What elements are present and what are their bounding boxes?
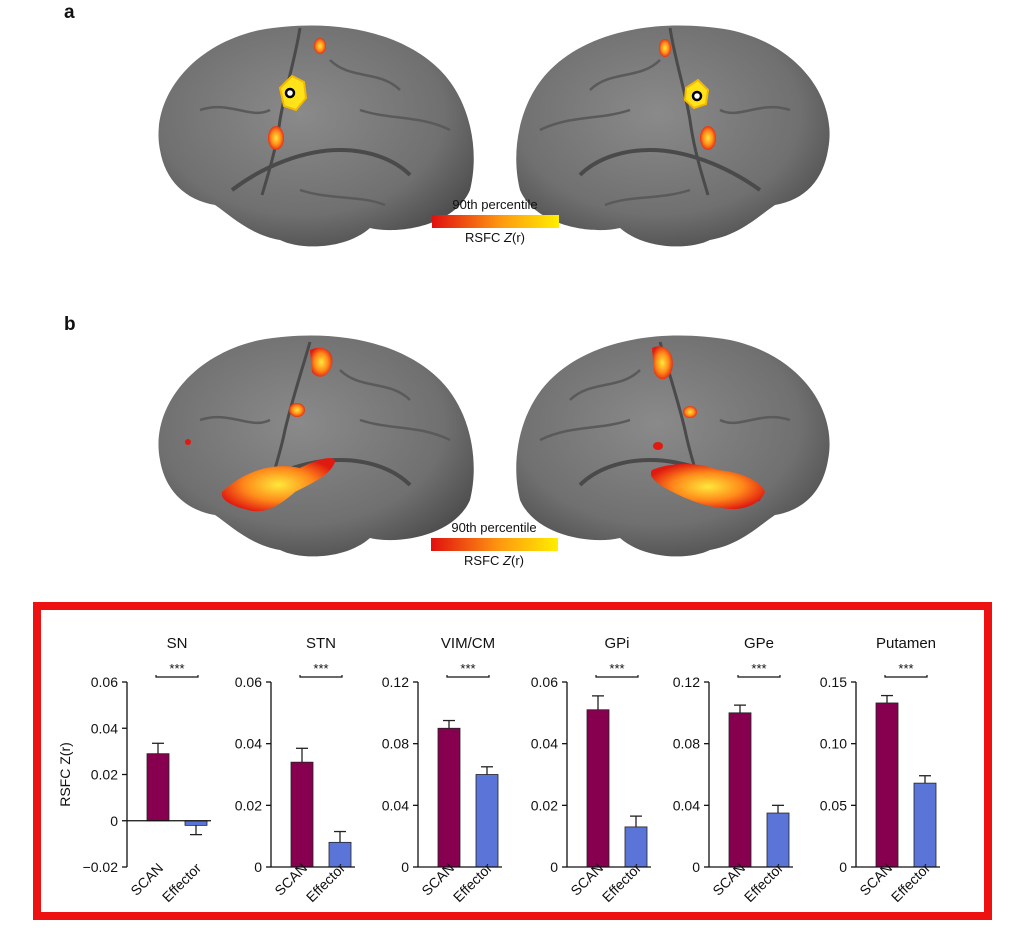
- chart-3-ytick-label: 0.06: [531, 674, 558, 690]
- chart-0-ytick-label: −0.02: [83, 859, 119, 875]
- chart-4-ytick-label: 0.08: [673, 736, 700, 752]
- chart-0-ylabel: RSFC Z(r): [57, 742, 73, 807]
- chart-5-bar-effector: [913, 782, 937, 868]
- panel-letter-b: b: [64, 314, 76, 335]
- chart-3-ytick-label: 0.04: [531, 736, 558, 752]
- legend-b-top-label: 90th percentile: [451, 520, 537, 535]
- brain-a-left: [158, 25, 474, 247]
- chart-5-title: Putamen: [876, 635, 936, 652]
- chart-2-ytick-label: 0.12: [382, 674, 409, 690]
- chart-4-ytick-label: 0: [692, 859, 700, 875]
- chart-1-ytick-label: 0: [254, 859, 262, 875]
- chart-4-ytick-label: 0.04: [673, 797, 700, 813]
- chart-5-significance-bracket: [884, 675, 928, 678]
- chart-1-significance-bracket: [299, 675, 343, 678]
- chart-2-significance: ***: [460, 661, 475, 676]
- chart-0-bar-effector: [184, 820, 208, 826]
- chart-0-significance: ***: [169, 661, 184, 676]
- chart-3-ytick-label: 0: [550, 859, 558, 875]
- chart-3-significance: ***: [609, 661, 624, 676]
- chart-2-bar-scan: [437, 727, 461, 868]
- chart-1-ytick-label: 0.02: [235, 797, 262, 813]
- legend-b-colorbar: [430, 538, 558, 551]
- chart-2-ytick-label: 0.04: [382, 797, 409, 813]
- brain-b-right: [516, 335, 830, 557]
- chart-0-significance-bracket: [155, 675, 199, 678]
- legend-a-colorbar: [431, 215, 559, 228]
- highlight-frame: [33, 602, 992, 920]
- chart-0-title: SN: [167, 635, 188, 652]
- chart-0-ytick-label: 0.06: [91, 674, 118, 690]
- chart-2-ytick-label: 0: [401, 859, 409, 875]
- chart-4-significance-bracket: [737, 675, 781, 678]
- chart-1-ytick-label: 0.06: [235, 674, 262, 690]
- legend-b-bottom-label: RSFC Z(r): [464, 553, 524, 568]
- chart-5-bar-scan: [875, 702, 899, 868]
- legend-a: 90th percentile RSFC Z(r): [425, 197, 565, 246]
- chart-0-ytick-label: 0.02: [91, 767, 118, 783]
- chart-1-bar-scan: [290, 761, 314, 868]
- chart-3-significance-bracket: [595, 675, 639, 678]
- chart-4-bar-scan: [728, 712, 752, 868]
- chart-3-ytick-label: 0.02: [531, 797, 558, 813]
- panel-letter-a: a: [64, 2, 75, 23]
- chart-5-ytick-label: 0.15: [820, 674, 847, 690]
- chart-2-ytick-label: 0.08: [382, 736, 409, 752]
- chart-4-ytick-label: 0.12: [673, 674, 700, 690]
- brain-a-right: [516, 25, 830, 247]
- legend-a-top-label: 90th percentile: [452, 197, 538, 212]
- chart-1-ytick-label: 0.04: [235, 736, 262, 752]
- brain-illustrations: [158, 25, 830, 557]
- chart-4-significance: ***: [751, 661, 766, 676]
- chart-0-ytick-label: 0.04: [91, 720, 118, 736]
- chart-5-ytick-label: 0.05: [820, 797, 847, 813]
- chart-3-bar-scan: [586, 709, 610, 868]
- chart-1-significance: ***: [313, 661, 328, 676]
- chart-4-title: GPe: [744, 635, 774, 652]
- chart-4-bar-effector: [766, 812, 790, 868]
- chart-5-ytick-label: 0: [839, 859, 847, 875]
- chart-3-bar-effector: [624, 826, 648, 868]
- chart-0-ytick-label: 0: [110, 813, 118, 829]
- brain-b-left: [158, 335, 474, 557]
- chart-0-bar-scan: [146, 753, 170, 822]
- chart-2-title: VIM/CM: [441, 635, 495, 652]
- chart-0-xlabel-effector: Effector: [159, 860, 204, 905]
- chart-2-bar-effector: [475, 774, 499, 868]
- legend-a-bottom-label: RSFC Z(r): [465, 230, 525, 245]
- chart-5-significance: ***: [898, 661, 913, 676]
- chart-2-significance-bracket: [446, 675, 490, 678]
- chart-5-ytick-label: 0.10: [820, 736, 847, 752]
- legend-b: 90th percentile RSFC Z(r): [424, 520, 564, 569]
- chart-3-title: GPi: [604, 635, 629, 652]
- chart-1-title: STN: [306, 635, 336, 652]
- bar-charts: −0.0200.020.040.06SCANEffectorSN***RSFC …: [57, 635, 940, 905]
